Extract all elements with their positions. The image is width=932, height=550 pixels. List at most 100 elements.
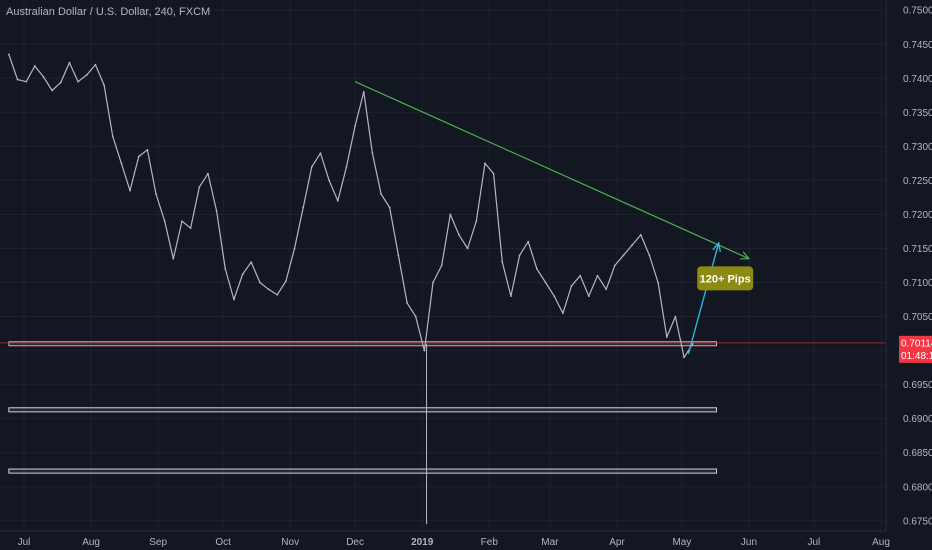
- x-tick-label: Feb: [481, 537, 499, 548]
- x-tick-label: Jul: [808, 537, 821, 548]
- support-zone[interactable]: [8, 468, 718, 474]
- x-tick-label: May: [672, 537, 691, 548]
- x-tick-label: Apr: [609, 537, 625, 548]
- price-point: [544, 281, 547, 284]
- price-point: [475, 220, 478, 223]
- price-point: [561, 312, 564, 315]
- price-point: [319, 152, 322, 155]
- x-tick-label: Nov: [281, 537, 299, 548]
- price-point: [51, 89, 54, 92]
- x-tick-label: 2019: [411, 537, 434, 548]
- price-point: [276, 293, 279, 296]
- price-point: [691, 342, 694, 345]
- price-point: [510, 295, 512, 298]
- price-point: [267, 288, 270, 291]
- price-point: [59, 81, 62, 84]
- price-point: [596, 274, 599, 277]
- price-point: [250, 261, 253, 263]
- price-point: [7, 53, 10, 56]
- price-point: [137, 155, 140, 158]
- price-point: [155, 193, 157, 195]
- price-point: [189, 227, 192, 229]
- chart-title: Australian Dollar / U.S. Dollar, 240, FX…: [6, 6, 210, 18]
- price-point: [406, 302, 408, 304]
- last-price-tag: 0.70114 01:48:17: [899, 335, 932, 363]
- price-point: [466, 247, 469, 250]
- price-point: [648, 254, 651, 257]
- x-tick-label: Aug: [82, 537, 100, 548]
- price-point: [25, 80, 28, 83]
- price-point: [587, 295, 590, 298]
- support-zone[interactable]: [8, 407, 718, 413]
- x-tick-label: Oct: [215, 537, 231, 548]
- pips-label[interactable]: 120+ Pips: [697, 266, 754, 291]
- price-point: [492, 172, 495, 175]
- price-point: [328, 179, 331, 182]
- price-point: [77, 80, 80, 83]
- price-point: [85, 73, 88, 76]
- last-price-tag-bg: [899, 335, 932, 363]
- price-point: [458, 233, 460, 236]
- pips-label-box: [697, 266, 754, 291]
- price-point: [501, 261, 504, 263]
- price-point: [631, 244, 634, 246]
- support-zone[interactable]: [8, 341, 718, 347]
- price-point: [605, 288, 608, 291]
- price-point: [302, 206, 305, 209]
- x-tick-label: Dec: [346, 537, 364, 548]
- x-tick-label: Sep: [149, 537, 167, 548]
- price-point: [129, 189, 131, 192]
- grid: [0, 0, 886, 531]
- price-point: [215, 210, 218, 212]
- price-point: [120, 162, 123, 165]
- price-point: [233, 298, 235, 301]
- price-point: [345, 165, 348, 168]
- price-point: [163, 220, 166, 223]
- price-point: [657, 281, 659, 284]
- price-point: [42, 76, 45, 78]
- projection-arrowhead: [712, 241, 722, 253]
- price-point: [336, 199, 339, 202]
- last-price-countdown: 01:48:17: [901, 351, 932, 362]
- x-tick-label: Jun: [741, 537, 757, 548]
- trendline[interactable]: [354, 81, 750, 260]
- price-point: [414, 315, 417, 318]
- price-point: [579, 274, 582, 277]
- price-point: [103, 84, 105, 86]
- price-point: [665, 336, 668, 338]
- price-point: [570, 285, 573, 287]
- price-point: [146, 148, 149, 151]
- price-point: [380, 193, 382, 195]
- price-point: [293, 247, 296, 250]
- price-point: [683, 356, 685, 359]
- price-point: [518, 254, 521, 257]
- price-point: [241, 273, 244, 276]
- price-point: [553, 295, 556, 298]
- projection-arrow[interactable]: [687, 242, 720, 355]
- x-tick-label: Aug: [872, 537, 890, 548]
- price-point: [198, 186, 201, 189]
- price-point: [388, 206, 391, 209]
- price-point: [613, 264, 616, 267]
- trendline-arrowhead: [739, 251, 751, 260]
- price-point: [172, 257, 175, 260]
- price-point: [68, 61, 71, 64]
- price-point: [423, 349, 426, 352]
- price-point: [432, 281, 434, 284]
- price-point: [33, 65, 36, 67]
- price-point: [94, 63, 97, 66]
- price-point: [674, 315, 677, 318]
- price-series-line[interactable]: [8, 54, 694, 358]
